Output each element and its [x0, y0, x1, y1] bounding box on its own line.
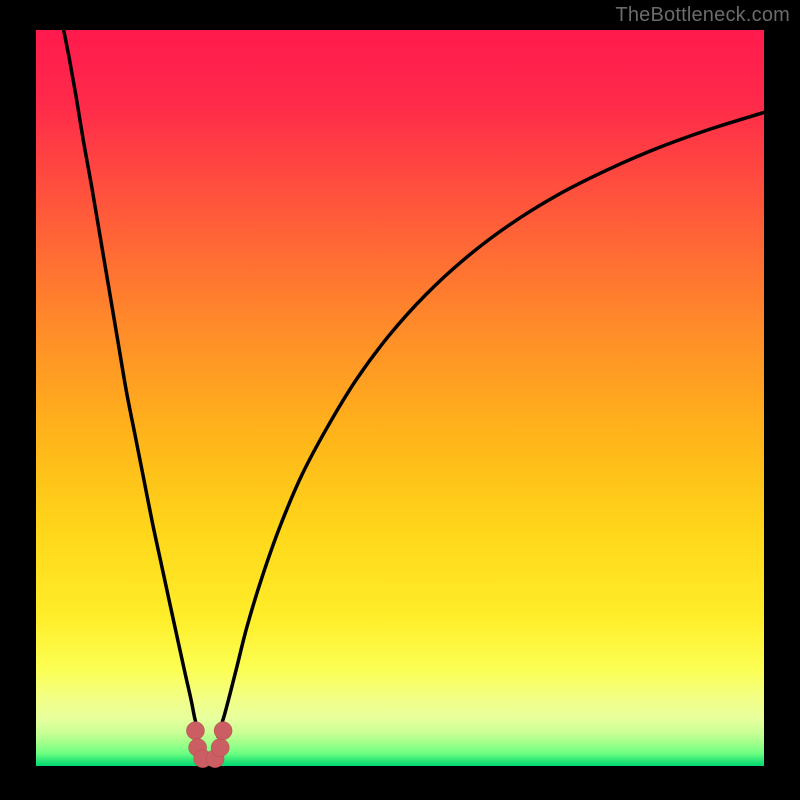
- watermark-text: TheBottleneck.com: [615, 4, 790, 27]
- figure-container: TheBottleneck.com: [0, 0, 800, 800]
- valley-marker: [186, 722, 204, 740]
- plot-background: [36, 30, 764, 766]
- valley-marker: [214, 722, 232, 740]
- figure-svg: [0, 0, 800, 800]
- valley-marker: [211, 739, 229, 757]
